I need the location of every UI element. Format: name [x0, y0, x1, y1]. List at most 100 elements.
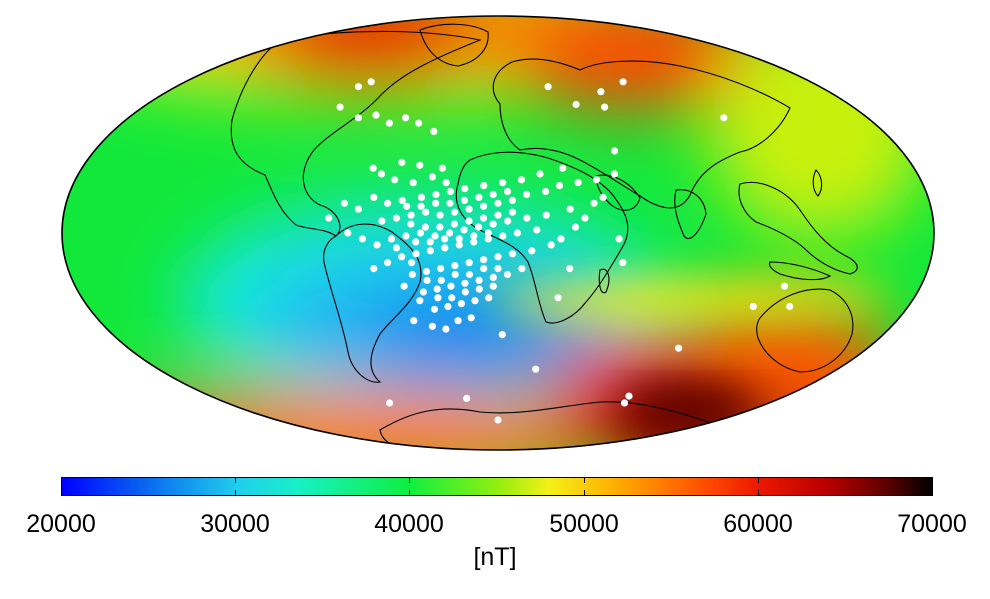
observation-point: [428, 173, 437, 181]
observation-point: [354, 83, 363, 91]
colorbar-tick: [61, 477, 62, 483]
observation-point: [437, 276, 445, 284]
observation-point: [422, 208, 430, 216]
observation-point: [554, 294, 562, 302]
coast-south-america: [323, 223, 422, 383]
observation-point: [370, 193, 378, 201]
observation-point: [523, 190, 531, 199]
observation-point: [446, 187, 454, 196]
observation-point: [378, 217, 386, 225]
colorbar-tick: [409, 490, 410, 496]
observation-point: [384, 259, 392, 267]
observation-point: [503, 187, 512, 196]
observation-point: [426, 238, 434, 246]
observation-point: [597, 88, 605, 96]
observation-point: [442, 179, 450, 187]
colorbar-tick: [61, 490, 62, 496]
observation-point: [465, 205, 473, 213]
colorbar: [61, 477, 933, 496]
observation-point: [590, 199, 598, 207]
observation-point: [398, 253, 406, 261]
observation-point: [508, 250, 517, 258]
observation-point: [463, 394, 471, 402]
observation-point: [402, 232, 410, 240]
observation-point: [446, 199, 454, 207]
colorbar-tick-label: 50000: [549, 510, 619, 538]
observation-point: [555, 182, 564, 190]
observation-point: [442, 325, 450, 333]
observation-point: [619, 259, 627, 267]
observation-point: [336, 103, 344, 111]
observation-point: [402, 114, 410, 122]
observation-point: [422, 267, 431, 276]
observation-point: [479, 214, 488, 222]
observation-point: [450, 220, 458, 228]
observation-point: [542, 211, 550, 219]
observation-point: [494, 199, 502, 207]
observation-point: [780, 282, 789, 290]
observation-point: [412, 238, 420, 246]
observation-point: [475, 223, 483, 231]
observation-point: [385, 119, 393, 127]
observation-point: [461, 185, 469, 193]
observation-point: [528, 247, 536, 255]
colorbar-tick: [584, 490, 585, 496]
observation-point: [387, 235, 396, 243]
observation-point: [398, 196, 406, 204]
observation-point: [369, 164, 377, 172]
observation-point: [344, 229, 352, 237]
observation-point: [417, 193, 426, 201]
observation-point: [436, 211, 444, 219]
observation-point: [438, 164, 447, 172]
observation-point: [408, 259, 416, 267]
observation-point: [593, 176, 601, 184]
observation-point: [460, 196, 469, 204]
observation-point: [484, 235, 492, 243]
coast-antarctica: [379, 401, 729, 450]
observation-point: [470, 238, 478, 246]
observation-point: [372, 111, 380, 119]
observation-point: [571, 223, 580, 231]
observation-point: [441, 244, 449, 252]
observation-point: [494, 416, 502, 424]
observation-point: [611, 147, 619, 155]
observation-point: [465, 270, 474, 279]
observation-point: [499, 232, 507, 240]
coast-arabia: [595, 174, 641, 211]
observation-point: [599, 193, 607, 201]
observation-point: [518, 265, 526, 273]
observation-point: [494, 265, 502, 273]
observation-point: [461, 279, 469, 287]
observation-point: [620, 399, 629, 407]
colorbar-gradient: [61, 477, 933, 496]
observation-point: [400, 282, 408, 290]
observation-point: [430, 127, 438, 135]
observation-point: [610, 170, 619, 178]
observation-point: [354, 114, 362, 122]
observation-point: [574, 179, 582, 187]
observation-point: [544, 83, 552, 91]
observation-point: [373, 241, 381, 249]
observation-point: [517, 176, 526, 184]
observation-point: [461, 288, 469, 296]
observation-point: [749, 302, 757, 311]
colorbar-tick: [409, 477, 410, 483]
observation-point: [467, 314, 475, 322]
observation-point: [720, 114, 728, 122]
coastlines: [230, 23, 885, 450]
observation-point: [432, 199, 440, 207]
colorbar-tick: [235, 477, 236, 483]
observation-point: [601, 103, 609, 111]
observation-point: [455, 235, 463, 243]
observation-point: [619, 78, 627, 86]
colorbar-unit-label: [nT]: [473, 543, 517, 571]
observation-point: [513, 229, 522, 237]
observation-point: [431, 232, 439, 240]
colorbar-tick: [758, 477, 759, 483]
observation-point: [416, 229, 425, 237]
observation-point: [430, 305, 439, 313]
observation-point: [675, 344, 683, 352]
observation-point: [451, 208, 459, 216]
coast-madagascar: [598, 268, 610, 294]
observation-point: [489, 190, 497, 199]
